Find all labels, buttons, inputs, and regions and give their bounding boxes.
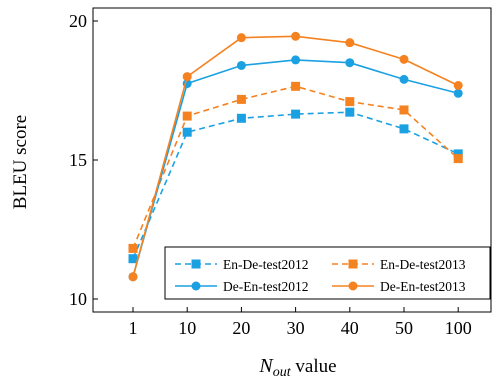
legend-label: En-De-test2012 (223, 257, 308, 272)
data-point (453, 154, 463, 164)
x-tick-label: 1 (129, 318, 138, 338)
x-tick-label: 20 (232, 318, 250, 338)
data-point (236, 94, 246, 104)
data-point (182, 111, 192, 121)
series-line (132, 111, 459, 260)
legend-label: De-En-test2012 (223, 279, 308, 294)
x-axis-title-suffix: value (291, 356, 337, 377)
x-axis-ticks: 1 10 20 30 40 50 100 (129, 307, 472, 338)
data-point (399, 74, 409, 84)
legend-swatch-marker (191, 259, 201, 269)
data-point (291, 81, 301, 91)
legend-box (164, 246, 491, 300)
data-point (453, 88, 463, 98)
data-point (182, 72, 192, 82)
y-tick-label: 10 (69, 289, 87, 309)
series-en-de-test2013 (128, 81, 463, 253)
legend-swatch-marker (348, 259, 358, 269)
y-axis-title: BLEU score (10, 115, 31, 209)
data-point (399, 105, 409, 115)
legend-item-en-de-test2012: En-De-test2012 (175, 257, 308, 272)
legend: En-De-test2012 En-De-test2013 De-En-test20… (164, 246, 491, 300)
data-point (236, 60, 246, 70)
series-line (132, 59, 459, 277)
data-point (182, 127, 192, 137)
data-point (345, 97, 355, 107)
x-tick-label: 40 (341, 318, 359, 338)
series-de-en-test2013 (128, 31, 463, 282)
legend-swatch-marker (191, 281, 201, 291)
legend-item-de-en-test2013: De-En-test2013 (332, 279, 466, 294)
legend-item-de-en-test2012: De-En-test2012 (175, 279, 308, 294)
data-point (399, 54, 409, 64)
x-tick-label: 100 (445, 318, 472, 338)
data-point (453, 149, 463, 159)
legend-label: En-De-test2013 (380, 257, 466, 272)
x-axis-title-symbol: N (258, 355, 274, 377)
x-tick-label: 10 (178, 318, 196, 338)
x-axis-title-subscript: out (273, 365, 292, 380)
data-point (399, 124, 409, 134)
x-tick-label: 50 (395, 318, 413, 338)
data-point (236, 33, 246, 43)
data-point (128, 254, 138, 264)
x-axis-title: Nout value (258, 355, 336, 380)
data-point (345, 38, 355, 48)
y-tick-label: 20 (69, 11, 87, 31)
data-point (128, 243, 138, 253)
y-tick-label: 15 (69, 150, 87, 170)
legend-swatch-marker (348, 281, 358, 291)
data-point (291, 55, 301, 65)
series-line (132, 35, 459, 277)
x-tick-label: 30 (287, 318, 305, 338)
data-point (291, 31, 301, 41)
data-point (453, 80, 463, 90)
data-point (345, 58, 355, 68)
y-axis-ticks: 10 15 20 (69, 11, 98, 309)
data-point (128, 272, 138, 282)
data-point (236, 113, 246, 123)
series-en-de-test2012 (128, 107, 463, 264)
data-point (345, 107, 355, 117)
legend-label: De-En-test2013 (380, 279, 466, 294)
data-point (291, 109, 301, 119)
legend-item-en-de-test2013: En-De-test2013 (332, 257, 466, 272)
series-layer (128, 31, 463, 282)
